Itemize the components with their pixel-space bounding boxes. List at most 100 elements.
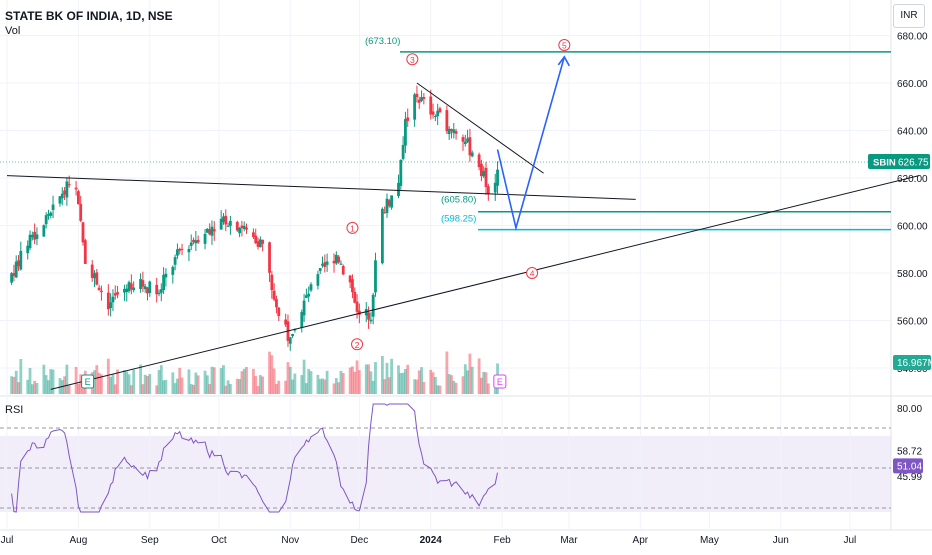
rsi-tick-label: 45.99 [897, 472, 922, 483]
time-tick-label: Feb [494, 535, 512, 546]
volume-bar [125, 371, 129, 394]
wave-label-circle [346, 221, 359, 234]
candle-body [325, 261, 329, 265]
candle-body [256, 241, 260, 247]
volume-bar [97, 372, 101, 394]
candle-body [63, 190, 66, 195]
volume-bar [447, 374, 451, 394]
candle-body [383, 212, 387, 214]
horizontal-levels[interactable]: (673.10) (605.80) (598.25) [0, 36, 891, 231]
volume-bar [486, 383, 490, 394]
volume-bar [146, 375, 149, 394]
candle-body [470, 152, 474, 157]
volume-bar [42, 364, 46, 394]
wave-label: 3 [410, 55, 415, 65]
volume-bar [252, 368, 255, 394]
candle-body [300, 312, 304, 328]
volume-bar [14, 370, 18, 394]
rsi-value-badge-label: 51.04 [897, 461, 922, 472]
volume-bar [272, 368, 276, 394]
volume-bar [470, 366, 474, 394]
candle-body [111, 296, 115, 303]
candle-body [155, 284, 159, 295]
candle-body [49, 212, 53, 216]
time-tick-label: Aug [69, 535, 87, 546]
time-tick-label: Sep [141, 535, 159, 546]
volume-bar [162, 380, 166, 394]
last-price-badge [868, 153, 930, 169]
volume-bar [302, 359, 306, 394]
volume-bar [210, 366, 214, 394]
volume-bar [284, 380, 288, 394]
candle-body [51, 204, 55, 210]
time-tick-label: Nov [281, 535, 299, 546]
candle-body [212, 229, 216, 232]
candle-body [413, 94, 417, 120]
rsi-value-badge [893, 458, 923, 474]
candle-body [433, 115, 437, 117]
candle-body [83, 240, 87, 264]
volume-bar [369, 371, 373, 394]
volume-bar [178, 367, 182, 394]
candle-body [420, 97, 423, 101]
candle-body [323, 262, 327, 268]
candle-body [76, 191, 80, 205]
candle-body [139, 279, 142, 289]
volume-bar [132, 369, 136, 394]
volume-bar [194, 372, 198, 394]
candle-body [189, 242, 193, 246]
candle-body [162, 274, 166, 291]
trendlines[interactable] [6, 55, 920, 390]
volume-bar [93, 370, 96, 394]
candle-body [176, 249, 179, 256]
wave-label: 2 [355, 340, 360, 350]
candle-body [332, 260, 336, 264]
candle-body [254, 235, 258, 244]
volume-bar [196, 375, 200, 394]
volume-bar [332, 383, 336, 394]
volume-bar [321, 378, 324, 394]
candle-body [219, 218, 223, 230]
candle-body [268, 242, 271, 273]
last-price-badge-label: 626.75 [898, 157, 929, 168]
volume-bar [401, 372, 405, 394]
volume-bar [482, 371, 486, 394]
volume-bar [445, 351, 449, 394]
candle-body [226, 225, 230, 227]
volume-bar [387, 377, 391, 394]
currency-button[interactable]: INR [893, 4, 925, 28]
wave-label-circle [526, 267, 539, 279]
price-tick-label: 660.00 [897, 79, 928, 90]
candle-body [284, 319, 288, 325]
candle-body [240, 225, 244, 228]
candle-body [164, 273, 168, 278]
volume-bar [433, 376, 437, 394]
candle-body [357, 310, 361, 315]
candle-body [367, 312, 370, 320]
volume-bar [431, 372, 435, 394]
candle-body [42, 225, 46, 237]
candle-body [28, 234, 32, 248]
time-tick-label: Jun [773, 535, 789, 546]
volume-bar [288, 366, 292, 394]
volume-bar [461, 376, 465, 394]
volume-bar [205, 375, 209, 394]
volume-bar [127, 374, 131, 394]
candle-body [348, 275, 352, 283]
candle-body [100, 290, 103, 293]
volume-bar [67, 385, 71, 394]
volume-bar [364, 364, 368, 394]
volume-bar [111, 374, 115, 394]
time-tick-label: Dec [350, 535, 368, 546]
candle-body [17, 260, 20, 267]
volume-bar [235, 378, 239, 394]
price-tick-label: 620.00 [897, 174, 928, 185]
candle-body [477, 154, 481, 168]
candle-body [157, 292, 161, 295]
wave-label-circle [406, 53, 419, 66]
volume-bar [417, 370, 421, 394]
candle-body [353, 291, 357, 303]
